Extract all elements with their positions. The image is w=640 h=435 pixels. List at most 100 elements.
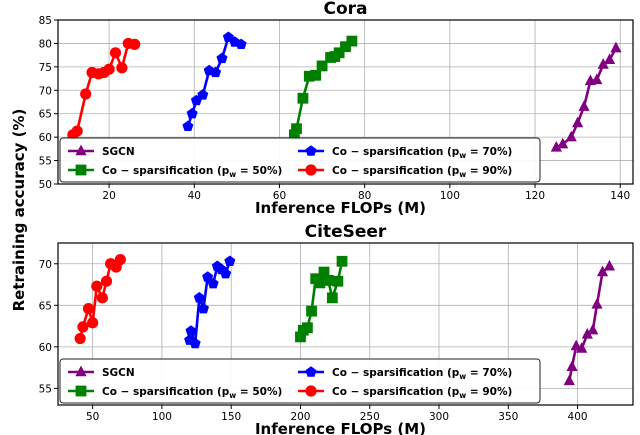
x-tick-label: 100 <box>152 411 172 423</box>
data-point <box>91 280 103 292</box>
y-tick-label: 60 <box>39 342 52 354</box>
series-line <box>72 42 135 136</box>
x-tick-label: 350 <box>498 411 518 423</box>
data-point <box>186 107 198 119</box>
data-point <box>597 58 609 69</box>
data-point <box>563 374 575 386</box>
chart-panel-2: 55 60 65 70 50 100 150 200 250 300 350 400 CiteSeer I… <box>39 222 634 435</box>
data-point <box>116 62 128 74</box>
series-pentagon <box>184 255 236 349</box>
data-point <box>87 317 99 329</box>
legend-marker <box>305 164 317 176</box>
data-point <box>71 125 83 137</box>
series-circle <box>74 254 126 345</box>
legend: SGCN Co − sparsification (pw = 50%) Co − s… <box>59 358 541 404</box>
legend-label: SGCN <box>102 146 135 158</box>
chart-panel-1: 50 55 60 65 70 75 80 85 20 40 60 80 100 120 140 Cora Inf… <box>39 0 634 217</box>
series-square <box>288 35 358 141</box>
data-point <box>207 277 219 289</box>
plot-frame <box>57 19 634 185</box>
series-square <box>295 255 348 343</box>
legend-label: Co − sparsification (pw = 50%) <box>102 165 282 179</box>
y-tick-label: 65 <box>39 109 52 121</box>
plot-frame <box>57 242 634 406</box>
x-tick-label: 200 <box>290 411 310 423</box>
y-tick-label: 75 <box>39 62 52 74</box>
data-point <box>591 73 603 85</box>
data-point <box>74 332 86 345</box>
data-point <box>189 337 201 349</box>
series-triangle <box>550 41 622 152</box>
legend-label: Co − sparsification (pw = 70%) <box>332 146 512 160</box>
legend-marker <box>75 365 87 377</box>
legend-marker <box>305 385 317 397</box>
y-tick-label: 70 <box>39 85 52 97</box>
data-point <box>306 305 317 317</box>
data-point <box>220 267 232 279</box>
data-point <box>197 89 209 100</box>
data-point <box>581 327 593 339</box>
series-pentagon <box>182 31 247 132</box>
legend: SGCN Co − sparsification (pw = 50%) Co − s… <box>59 137 541 183</box>
x-tick-label: 80 <box>358 190 371 202</box>
series-triangle <box>563 259 616 386</box>
data-point <box>185 325 197 336</box>
data-point <box>303 70 315 82</box>
data-point <box>336 255 348 267</box>
data-point <box>332 275 344 287</box>
data-point <box>80 88 92 100</box>
y-axis-label: Retraining accuracy (%) <box>10 109 28 312</box>
series-line <box>567 265 611 382</box>
y-tick-label: 85 <box>39 15 52 27</box>
data-point <box>291 123 302 135</box>
legend-marker <box>75 385 87 397</box>
data-point <box>103 63 115 75</box>
data-point <box>603 259 616 271</box>
data-point <box>301 322 313 334</box>
legend-box <box>59 137 541 183</box>
data-point <box>193 292 205 303</box>
data-point <box>100 275 113 287</box>
data-point <box>224 255 236 266</box>
data-point <box>182 120 194 132</box>
data-point <box>197 302 209 314</box>
legend-label: SGCN <box>102 367 135 379</box>
legend-label: Co − sparsification (pw = 90%) <box>332 165 512 179</box>
data-point <box>210 66 222 78</box>
data-point <box>202 271 214 282</box>
x-tick-label: 120 <box>525 190 545 202</box>
data-point <box>557 137 569 149</box>
x-tick-label: 100 <box>440 190 460 202</box>
data-point <box>587 323 599 335</box>
data-point <box>295 331 306 343</box>
x-tick-label: 400 <box>568 411 588 423</box>
data-point <box>578 100 590 111</box>
legend-marker <box>75 164 87 176</box>
data-point <box>603 53 616 65</box>
data-point <box>565 130 577 142</box>
data-point <box>82 303 95 315</box>
data-point <box>310 69 322 81</box>
data-point <box>322 274 334 286</box>
legend-marker <box>305 145 317 156</box>
data-point <box>288 129 300 141</box>
chart-title: CiteSeer <box>305 222 387 242</box>
data-point <box>109 47 122 59</box>
data-point <box>610 41 622 53</box>
data-point <box>235 38 247 50</box>
y-tick-label: 55 <box>39 156 52 168</box>
x-tick-label: 20 <box>102 190 115 202</box>
data-point <box>572 116 584 128</box>
y-tick-label: 50 <box>39 179 52 191</box>
data-point <box>77 321 89 333</box>
chart-title: Cora <box>323 0 367 19</box>
y-tick-label: 65 <box>39 300 52 312</box>
data-point <box>129 38 141 50</box>
legend-marker <box>305 366 317 377</box>
legend-label: Co − sparsification (pw = 70%) <box>332 367 512 381</box>
x-axis-label: Inference FLOPs (M) <box>255 420 426 435</box>
x-tick-label: 140 <box>610 190 630 202</box>
x-tick-label: 50 <box>86 411 99 423</box>
data-point <box>591 298 603 309</box>
data-point <box>314 277 326 289</box>
